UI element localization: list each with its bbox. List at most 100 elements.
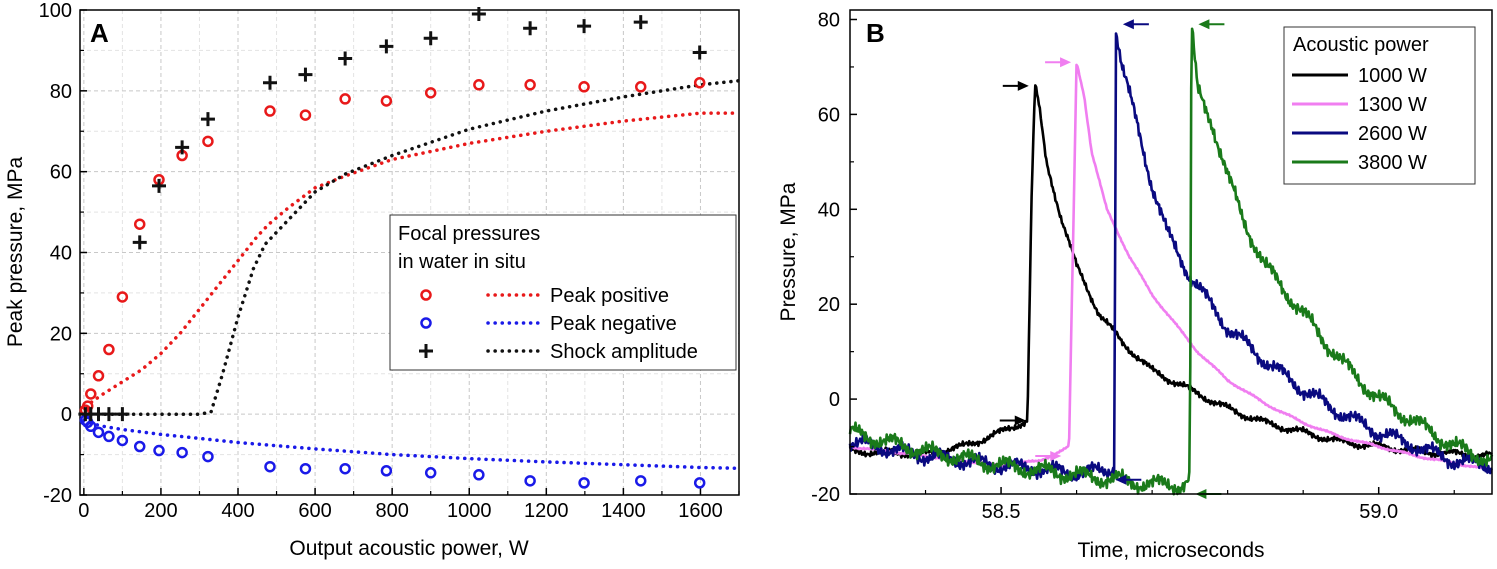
a-x-axis-label: Output acoustic power, W [289,537,528,560]
a-point-peak-positive [85,388,97,400]
b-y-tick-label: 40 [818,199,840,221]
a-point-peak-negative [202,450,214,463]
a-point-peak-negative [299,462,312,475]
a-fit-line-peak-negative-fit [82,418,741,471]
b-arrows [999,19,1225,499]
a-point-peak-negative [339,462,351,475]
b-arrow-head [1017,80,1029,91]
a-point-shock-amplitude [115,407,130,422]
a-point-peak-negative [103,430,115,443]
a-point-peak-negative [473,469,485,481]
b-series [848,27,1494,496]
b-arrow-head [1198,19,1210,30]
a-point-peak-positive [92,370,105,382]
a-fit-line-shock-amplitude-fit [82,78,741,416]
a-point-peak-positive [103,343,115,356]
a-point-peak-positive [116,291,129,303]
a-point-shock-amplitude [471,7,486,22]
b-y-tick-label: 80 [818,9,840,31]
a-y-tick-label: 80 [50,81,72,103]
a-point-peak-negative [578,477,590,489]
b-arrow-head [1122,19,1134,30]
b-line-3800w [848,27,1494,496]
a-point-peak-negative [116,434,129,447]
a-point-peak-negative [634,475,647,487]
a-point-shock-amplitude [298,67,313,82]
a-point-shock-amplitude [262,75,277,90]
a-y-tick-label: 60 [50,162,72,184]
b-x-tick-label: 59.0 [1359,501,1398,523]
a-point-peak-positive [299,109,312,121]
panel-a: 0 200 400 600 800 1000 1200 1400 1600 -20 0 20 40 60 8… [4,0,741,560]
a-point-peak-negative [424,467,437,479]
a-x-tick-label: 800 [375,500,408,522]
a-legend-label-shock: Shock amplitude [550,341,698,363]
a-point-peak-negative [264,460,276,473]
b-legend: Acoustic power 1000 W 1300 W 2600 W 3800… [1283,26,1476,185]
a-point-peak-positive [424,87,437,99]
a-point-peak-positive [578,81,590,93]
b-y-tick-label: 20 [818,294,840,316]
a-point-peak-negative [153,444,165,457]
a-point-shock-amplitude [200,112,215,127]
b-x-axis-label: Time, microseconds [1077,539,1264,562]
a-point-peak-negative [524,475,536,487]
a-y-tick-label: 0 [61,404,72,426]
a-point-peak-positive [473,79,485,91]
a-point-peak-positive [380,95,393,107]
a-legend-label-positive: Peak positive [550,285,669,307]
b-line-1000w [848,84,1493,461]
a-point-peak-positive [81,400,94,412]
a-point-shock-amplitude [175,140,190,155]
a-fit-line-peak-positive-fit [82,111,741,416]
b-ticks: 58.5 59.0 -20 0 20 40 60 80 [811,9,1455,523]
a-point-peak-negative [133,440,146,453]
a-x-tick-label: 1000 [447,500,492,522]
a-point-peak-positive [634,81,647,93]
a-legend-marker-shock [419,344,433,358]
a-y-tick-label: 20 [50,323,72,345]
a-point-shock-amplitude [692,45,707,60]
b-panel-label: B [866,18,885,48]
a-legend-label-negative: Peak negative [550,313,677,335]
a-point-peak-positive [264,105,276,117]
a-y-tick-label: -20 [43,485,72,507]
a-x-tick-label: 600 [298,500,331,522]
a-point-peak-positive [524,79,536,91]
a-y-tick-label: 100 [39,0,72,22]
a-point-peak-negative [176,446,188,459]
a-point-shock-amplitude [132,235,147,250]
a-x-tick-label: 1600 [678,500,723,522]
b-legend-label-2600w: 2600 W [1358,123,1427,145]
a-point-shock-amplitude [423,31,438,46]
a-legend-title-line2: in water in situ [398,251,526,273]
a-point-shock-amplitude [152,178,167,193]
a-point-peak-negative [85,420,97,433]
b-legend-label-1000w: 1000 W [1358,65,1427,87]
a-point-shock-amplitude [577,19,592,34]
b-arrow-head [1060,57,1072,68]
a-y-axis-label: Peak pressure, MPa [4,157,27,348]
a-x-tick-label: 0 [78,500,89,522]
a-panel-label: A [90,18,109,48]
a-legend-box [389,214,737,371]
a-point-shock-amplitude [523,21,538,36]
b-legend-label-3800w: 3800 W [1358,152,1427,174]
a-point-shock-amplitude [379,39,394,54]
b-arrow-head [1115,474,1127,485]
a-point-peak-positive [693,77,706,89]
a-ticks: 0 200 400 600 800 1000 1200 1400 1600 -20 0 20 40 60 8… [39,0,740,522]
a-point-peak-positive [133,218,146,230]
a-series [78,7,741,489]
a-point-peak-negative [92,426,105,439]
a-legend-title-line1: Focal pressures [398,223,540,245]
a-y-tick-label: 40 [50,243,72,265]
panel-b: 58.5 59.0 -20 0 20 40 60 80 B Time, microsecond… [777,9,1494,562]
a-x-tick-label: 1400 [601,500,646,522]
a-legend-marker-negative [420,317,432,329]
b-legend-label-1300w: 1300 W [1358,94,1427,116]
a-point-shock-amplitude [101,407,116,422]
a-x-tick-label: 200 [144,500,177,522]
a-point-shock-amplitude [633,15,648,30]
b-y-tick-label: -20 [811,484,840,506]
